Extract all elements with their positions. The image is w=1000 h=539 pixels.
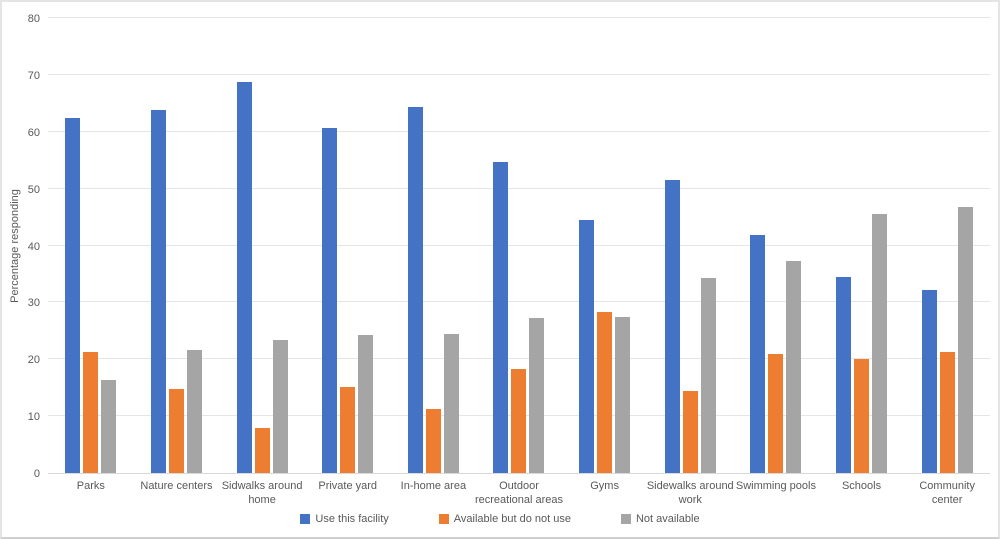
gridline <box>48 73 990 75</box>
bar-available-but-do-not-use <box>597 312 613 473</box>
bar-group-schools <box>819 213 905 473</box>
x-axis-label: Private yard <box>318 480 378 492</box>
bar-group-outdoor-recreational-areas <box>476 162 562 473</box>
bar-group-in-home-area <box>391 106 477 473</box>
x-axis-label: Sidewalks around work <box>646 480 734 506</box>
y-tick-label: 50 <box>27 183 40 196</box>
bar-group-gyms <box>562 220 648 473</box>
x-axis-label: Parks <box>76 480 105 492</box>
bar-not-available <box>186 349 202 473</box>
bar-not-available <box>443 334 459 473</box>
bar-group-private-yard <box>305 127 391 473</box>
bar-available-but-do-not-use <box>682 390 698 473</box>
gridline <box>48 130 990 132</box>
bar-group-parks <box>48 118 134 473</box>
y-tick-label: 70 <box>27 69 40 82</box>
bar-use-this-facility <box>836 276 852 473</box>
y-tick-label: 10 <box>27 411 40 424</box>
bar-available-but-do-not-use <box>768 353 784 473</box>
y-tick-label: 40 <box>27 240 40 253</box>
bar-available-but-do-not-use <box>254 428 270 473</box>
bar-not-available <box>101 379 117 473</box>
bar-not-available <box>957 206 973 473</box>
bar-group-sidwalks-around-home <box>219 81 305 473</box>
bar-group-sidewalks-around-work <box>647 180 733 473</box>
x-axis-label: Outdoor recreational areas <box>474 480 564 506</box>
legend: Use this facility Available but do not us… <box>2 513 998 525</box>
bar-use-this-facility <box>750 235 766 473</box>
bar-use-this-facility <box>236 81 252 473</box>
bar-available-but-do-not-use <box>854 359 870 473</box>
legend-label: Use this facility <box>315 513 389 525</box>
bar-use-this-facility <box>664 180 680 473</box>
legend-marker-icon <box>438 514 449 524</box>
bar-use-this-facility <box>322 127 338 473</box>
bar-use-this-facility <box>65 118 81 473</box>
bar-not-available <box>358 335 374 473</box>
bar-group-nature-centers <box>134 110 220 473</box>
bar-not-available <box>786 260 802 473</box>
bar-available-but-do-not-use <box>340 386 356 473</box>
gridline <box>48 358 990 360</box>
bar-use-this-facility <box>921 290 937 473</box>
bar-available-but-do-not-use <box>168 388 184 473</box>
legend-label: Not available <box>635 513 700 525</box>
bar-use-this-facility <box>579 220 595 473</box>
bar-use-this-facility <box>407 106 423 473</box>
legend-item: Not available <box>620 513 700 525</box>
y-tick-label: 0 <box>33 468 40 480</box>
bar-not-available <box>700 277 716 473</box>
x-axis-label: In-home area <box>400 480 467 492</box>
x-axis-label: Swimming pools <box>735 480 816 492</box>
bar-use-this-facility <box>493 162 509 473</box>
legend-marker-icon <box>300 514 311 524</box>
bar-not-available <box>872 213 888 473</box>
x-axis-label: Nature centers <box>140 480 213 492</box>
bar-available-but-do-not-use <box>511 368 527 473</box>
bar-group-swimming-pools <box>733 235 819 473</box>
plot-area <box>48 17 990 474</box>
legend-label: Available but do not use <box>453 513 571 525</box>
bar-available-but-do-not-use <box>425 409 441 473</box>
gridline <box>48 187 990 189</box>
legend-marker-icon <box>620 514 631 524</box>
gridline <box>48 244 990 246</box>
y-tick-label: 60 <box>27 126 40 139</box>
bar-not-available <box>272 340 288 473</box>
legend-item: Available but do not use <box>438 513 571 525</box>
bar-not-available <box>615 317 631 473</box>
bar-use-this-facility <box>150 110 166 473</box>
gridline <box>48 17 990 18</box>
bar-group-community-center <box>904 206 990 473</box>
x-axis-label: Sidwalks around home <box>221 480 303 506</box>
bar-not-available <box>529 317 545 473</box>
bar-available-but-do-not-use <box>939 351 955 473</box>
y-tick-label: 80 <box>27 13 40 25</box>
y-tick-label: 20 <box>27 354 40 367</box>
x-axis-label: Community center <box>919 480 975 506</box>
x-axis-label: Gyms <box>590 480 619 492</box>
bar-available-but-do-not-use <box>83 351 99 473</box>
gridline <box>48 301 990 303</box>
legend-item: Use this facility <box>300 513 389 525</box>
y-tick-label: 30 <box>27 297 40 310</box>
x-axis-label: Schools <box>841 480 882 492</box>
